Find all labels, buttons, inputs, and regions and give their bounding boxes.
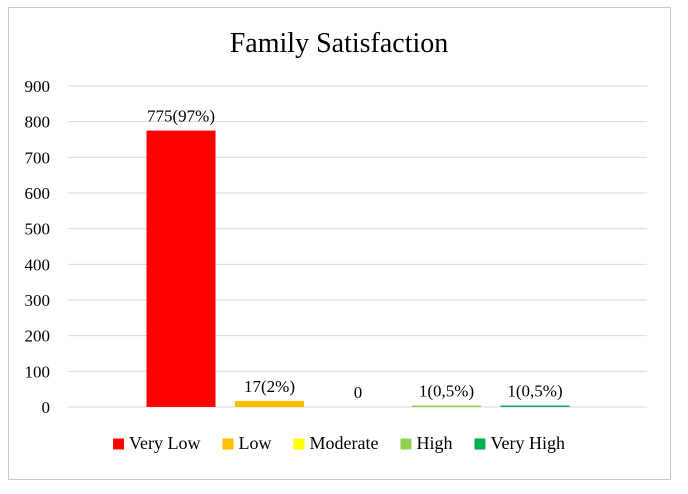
y-axis-ticks: 0 100 200 300 400 500 600 700 800 900 [25,77,51,417]
legend-swatch [293,438,305,450]
bar-very-high [500,405,570,407]
legend-item-very-high: Very High [474,433,565,453]
y-tick-label: 100 [25,362,51,381]
bar-high [412,405,481,407]
bar-very-low [146,130,216,408]
legend-item-high: High [400,433,452,453]
y-tick-label: 200 [25,327,51,346]
data-label: 17(2%) [244,377,295,396]
legend-swatch [474,438,486,450]
y-tick-label: 300 [25,291,51,310]
y-tick-label: 600 [25,184,51,203]
data-label: 775(97%) [147,107,215,126]
legend-label: Low [239,433,272,453]
legend-label: High [416,433,452,453]
data-label: 1(0,5%) [507,382,562,401]
legend-swatch [222,438,234,450]
y-tick-label: 700 [25,148,51,167]
y-tick-label: 500 [25,220,51,239]
bars [146,130,570,408]
y-tick-label: 800 [25,113,51,132]
y-tick-label: 0 [42,398,51,417]
data-label: 0 [354,383,363,402]
legend-swatch [113,438,125,450]
data-label: 1(0,5%) [419,382,474,401]
y-tick-label: 900 [25,77,51,96]
legend-swatch [400,438,412,450]
y-tick-label: 400 [25,255,51,274]
legend: Very Low Low Moderate High Very High [113,433,565,453]
bar-low [235,400,304,407]
legend-item-moderate: Moderate [293,433,379,453]
chart-title: Family Satisfaction [230,28,449,59]
legend-item-very-low: Very Low [113,433,201,453]
legend-item-low: Low [222,433,272,453]
legend-label: Moderate [310,433,379,453]
legend-label: Very Low [129,433,200,453]
legend-label: Very High [490,433,565,453]
data-labels: 775(97%) 17(2%) 0 1(0,5%) 1(0,5%) [147,107,563,402]
